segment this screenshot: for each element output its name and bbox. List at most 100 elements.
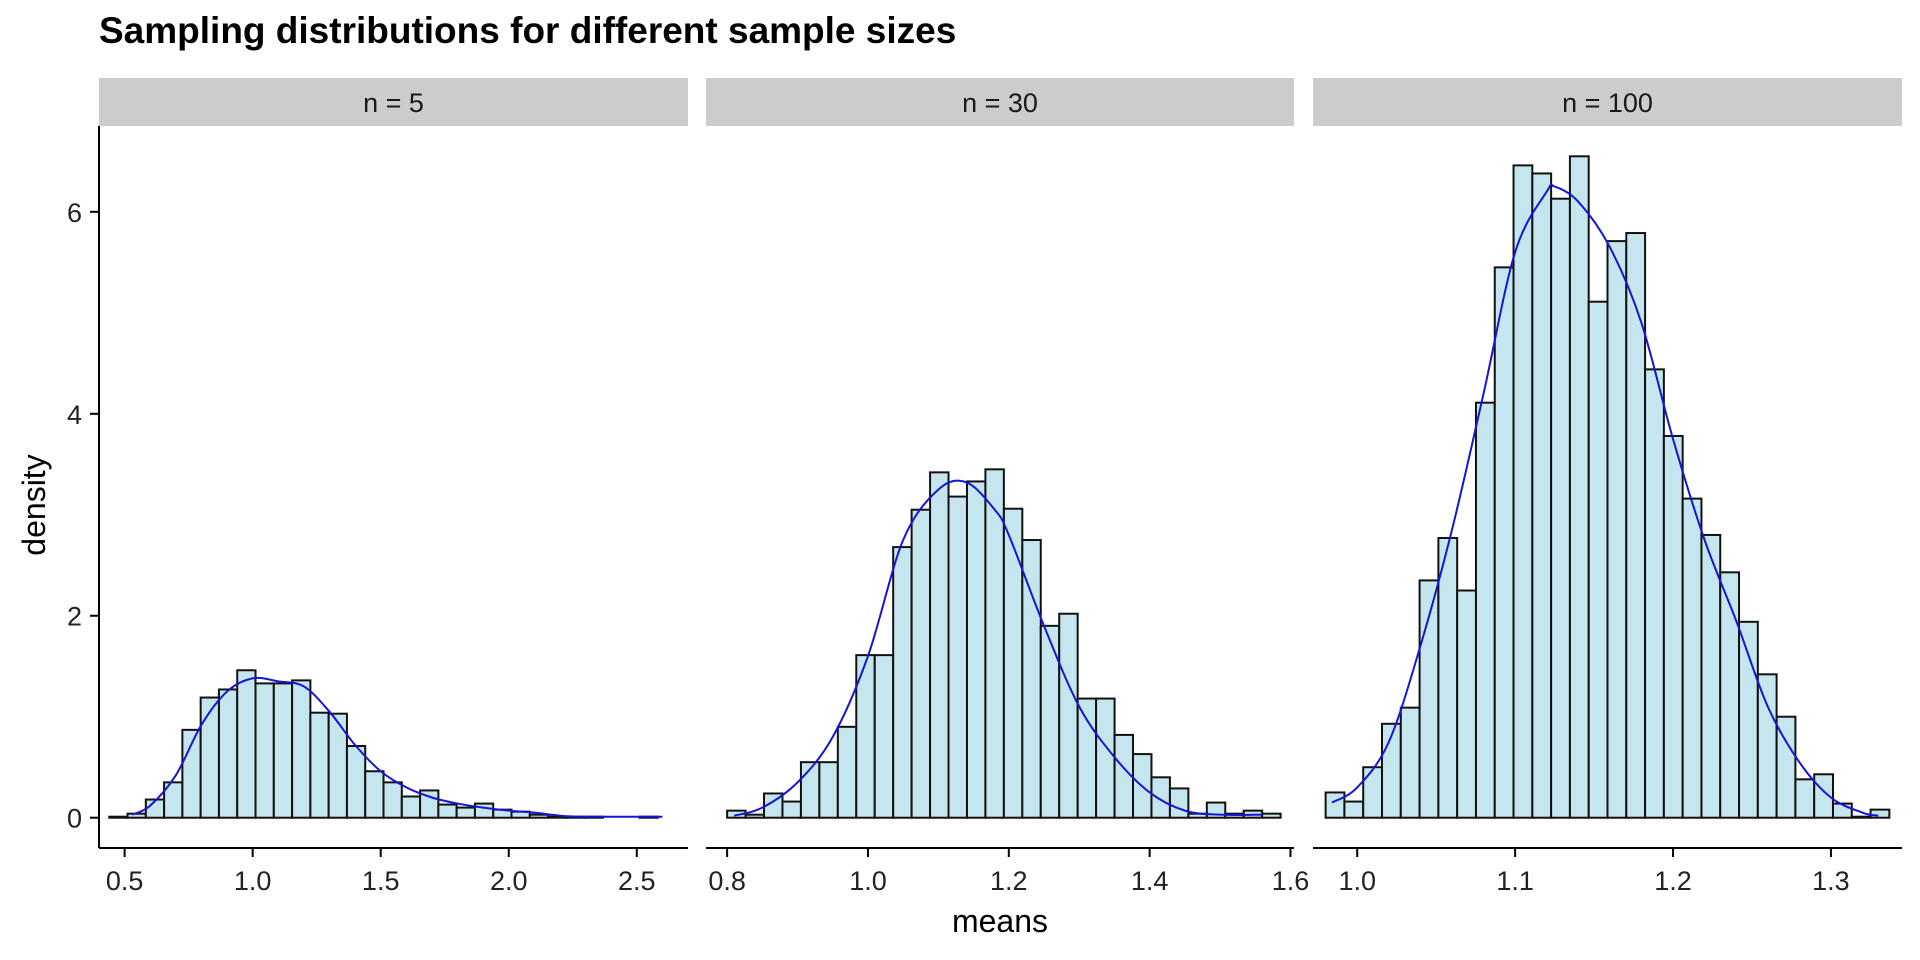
y-axis-title: density — [16, 454, 52, 555]
histogram-bar — [836, 725, 858, 819]
y-tick-label: 6 — [67, 198, 82, 228]
facet-strip — [1313, 78, 1902, 126]
histogram-bar — [1719, 571, 1741, 819]
histogram-bar — [1150, 776, 1171, 819]
chart-title: Sampling distributions for different sam… — [99, 10, 957, 51]
facet-strip-label: n = 100 — [1562, 88, 1653, 118]
facet-panel-3: n = 100 1.0 1.1 1.2 1.3 — [1313, 78, 1902, 896]
histogram-bar — [1512, 164, 1534, 819]
density-curve — [733, 479, 1263, 817]
histogram-bar — [382, 781, 403, 819]
x-tick-label: 1.1 — [1496, 866, 1534, 896]
histogram-bar — [1168, 787, 1190, 819]
x-tick-label: 1.0 — [849, 866, 887, 896]
histogram-bar — [1606, 240, 1628, 819]
histogram-bar — [1095, 697, 1116, 819]
histogram-bar — [345, 745, 367, 819]
histogram-bar — [400, 795, 422, 819]
histogram-bar — [473, 802, 495, 819]
histogram-bar — [1362, 766, 1384, 819]
histogram-bar — [108, 815, 129, 819]
x-tick-label: 1.0 — [234, 866, 272, 896]
histogram-bar — [1002, 507, 1024, 819]
x-tick-label: 2.0 — [490, 866, 528, 896]
histogram-bar — [1474, 401, 1496, 819]
facet-panel-1: n = 5 0.5 1.0 1.5 2.0 2.5 — [99, 78, 688, 896]
histogram-bar — [126, 812, 147, 819]
histogram-bar — [364, 770, 385, 819]
histogram-bar — [309, 711, 330, 819]
histogram-bar — [1587, 300, 1609, 819]
histogram-bar — [217, 688, 239, 819]
histogram-bar — [1021, 539, 1042, 819]
x-tick-label: 1.2 — [990, 866, 1028, 896]
histogram-bar — [1261, 812, 1282, 819]
histogram-bar — [1324, 791, 1346, 819]
histogram-bar — [965, 480, 987, 819]
histogram-bar — [818, 761, 839, 819]
histogram-bar — [929, 471, 950, 819]
histogram-bar — [781, 800, 802, 819]
x-tick-label: 2.5 — [618, 866, 656, 896]
histogram-bar — [254, 682, 275, 819]
x-tick-label: 1.2 — [1654, 866, 1692, 896]
histogram-bars — [1324, 155, 1891, 819]
x-tick-label: 1.4 — [1131, 866, 1169, 896]
x-tick-label: 1.5 — [362, 866, 400, 896]
histogram-bar — [1550, 197, 1571, 819]
facet-panels: n = 5 0.5 1.0 1.5 2.0 2.5 n = 30 0.8 1.0 1.2 1.4 1.… — [99, 78, 1902, 896]
histogram-bar — [744, 813, 766, 819]
histogram-bar — [528, 813, 550, 819]
histogram-bar — [799, 761, 821, 819]
histogram-bar — [437, 803, 458, 819]
histogram-bar — [1343, 800, 1365, 819]
histogram-bar — [1531, 172, 1553, 819]
x-tick-label: 0.8 — [708, 866, 746, 896]
histogram-bar — [1700, 533, 1722, 819]
facet-strip-label: n = 30 — [962, 88, 1038, 118]
histogram-bar — [272, 682, 294, 819]
histogram-bar — [1850, 815, 1872, 819]
histogram-bar — [1437, 536, 1459, 819]
histogram-bar — [984, 468, 1005, 819]
histogram-bar — [1662, 435, 1684, 819]
density-curve — [131, 676, 663, 818]
histogram-bar — [455, 806, 476, 819]
histogram-bar — [1568, 155, 1590, 819]
histogram-bar — [1076, 697, 1098, 819]
y-tick-label: 2 — [67, 602, 82, 632]
histogram-bar — [1775, 715, 1797, 819]
histogram-bar — [947, 495, 968, 819]
histogram-bar — [291, 679, 312, 819]
histogram-bar — [1456, 589, 1477, 819]
histogram-bar — [1644, 368, 1665, 819]
facet-strip — [99, 78, 688, 126]
histogram-bar — [1681, 497, 1703, 819]
x-tick-label: 1.0 — [1338, 866, 1376, 896]
histogram-bar — [1738, 620, 1759, 819]
histogram-bar — [236, 669, 257, 819]
histogram-bar — [1493, 266, 1515, 819]
histogram-bar — [1625, 232, 1647, 819]
facet-panel-2: n = 30 0.8 1.0 1.2 1.4 1.6 — [706, 78, 1309, 896]
histogram-bar — [873, 654, 895, 819]
histogram-bar — [892, 546, 913, 819]
histogram-bars — [726, 468, 1282, 819]
y-axis: 0 2 4 6 — [67, 126, 100, 848]
histogram-bar — [1399, 706, 1421, 819]
histogram-bar — [199, 696, 220, 819]
density-curve — [1331, 183, 1879, 817]
x-axis-title: means — [952, 903, 1048, 939]
x-tick-label: 1.6 — [1272, 866, 1310, 896]
y-tick-label: 0 — [67, 804, 82, 834]
histogram-bar — [1794, 778, 1816, 819]
y-tick-label: 4 — [67, 400, 82, 430]
x-tick-label: 0.5 — [106, 866, 144, 896]
facet-strip-label: n = 5 — [363, 88, 424, 118]
histogram-bar — [1058, 612, 1079, 819]
facet-strip — [706, 78, 1294, 126]
histogram-bar — [910, 508, 932, 819]
histogram-bar — [1756, 673, 1778, 819]
x-tick-label: 1.3 — [1812, 866, 1850, 896]
